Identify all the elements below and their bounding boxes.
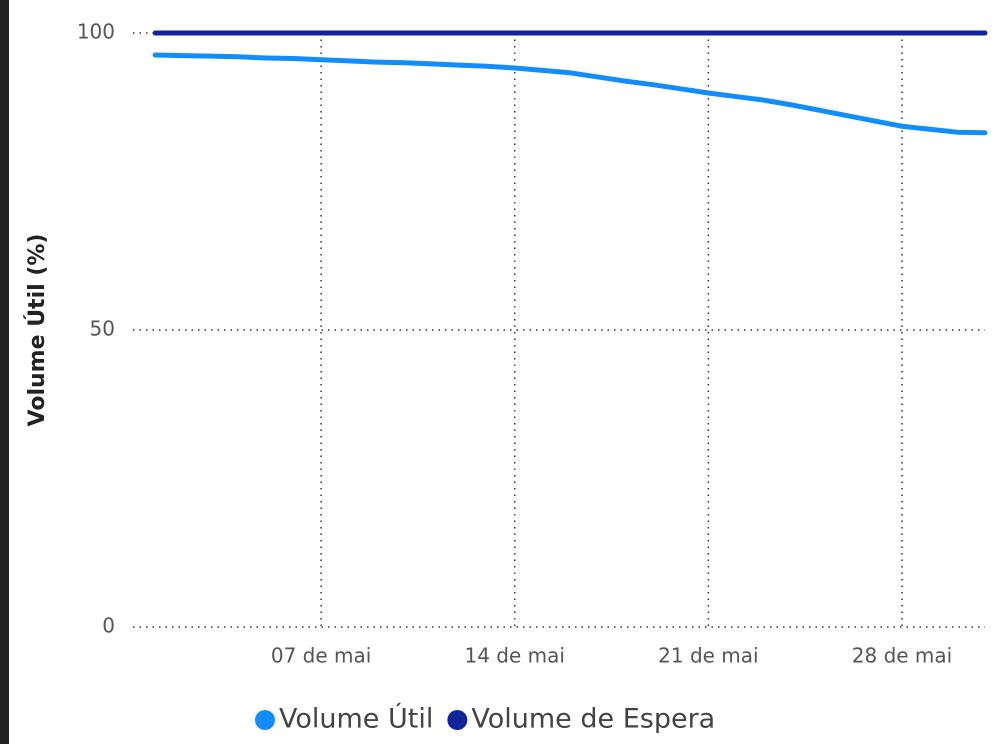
- y-axis-label: Volume Útil (%): [24, 234, 50, 427]
- frame-edge: [0, 0, 9, 744]
- y-tick-label: 0: [102, 614, 115, 638]
- legend-label: Volume de Espera: [471, 704, 715, 735]
- line: [152, 52, 988, 136]
- y-tick-label: 100: [77, 20, 115, 44]
- x-tick-label: 28 de mai: [852, 644, 952, 668]
- x-tick-label: 07 de mai: [271, 644, 371, 668]
- y-tick-label: 50: [90, 317, 115, 341]
- x-tick-label: 21 de mai: [658, 644, 758, 668]
- legend-marker: [255, 710, 275, 730]
- x-tick-label: 14 de mai: [465, 644, 565, 668]
- legend-label: Volume Útil: [279, 703, 433, 735]
- legend-marker: [447, 710, 468, 730]
